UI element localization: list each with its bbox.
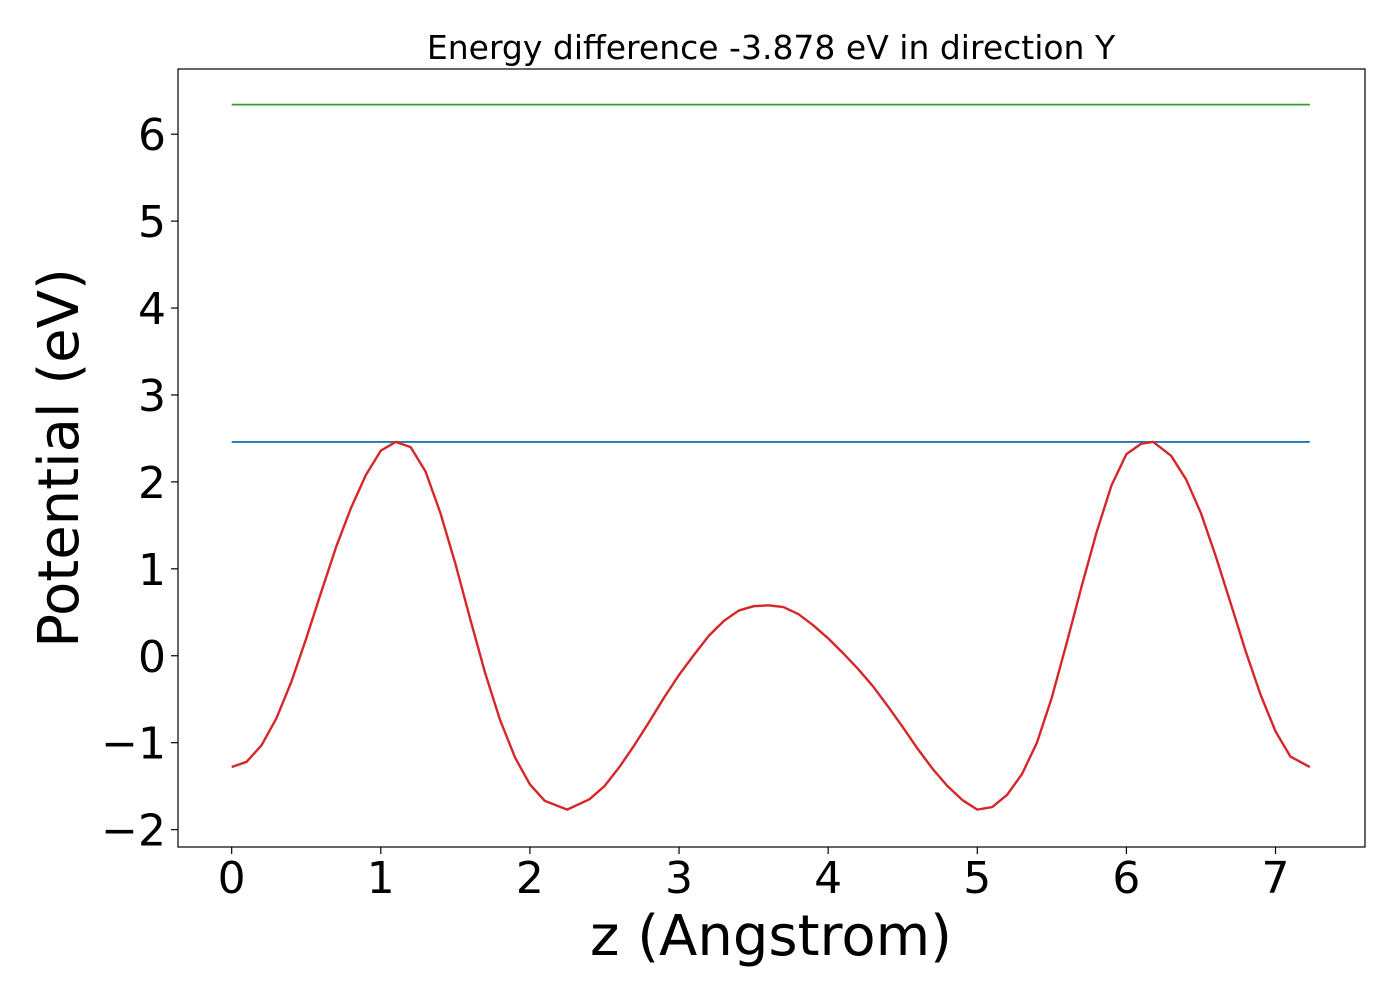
x-tick-label: 0 <box>218 853 246 904</box>
x-tick-label: 1 <box>367 853 395 904</box>
chart-title: Energy difference -3.878 eV in direction… <box>427 28 1116 67</box>
plot-frame <box>177 68 1366 848</box>
x-tick-label: 7 <box>1262 853 1290 904</box>
y-tick-label: −1 <box>101 719 166 770</box>
y-tick-label: 3 <box>138 371 166 422</box>
y-tick-label: 1 <box>138 545 166 596</box>
x-axis: 0 1 2 3 4 5 6 7 <box>218 847 1290 904</box>
y-tick-label: 2 <box>138 458 166 509</box>
series-line-2 <box>231 440 1311 811</box>
y-axis-label: Potential (eV) <box>27 268 92 648</box>
x-axis-label: z (Angstrom) <box>590 904 952 969</box>
x-tick-label: 3 <box>665 853 693 904</box>
x-tick-label: 6 <box>1112 853 1140 904</box>
y-tick-label: 0 <box>138 632 166 683</box>
series-layer <box>231 103 1311 811</box>
y-tick-label: 6 <box>138 110 166 161</box>
x-tick-label: 2 <box>516 853 544 904</box>
y-tick-label: 5 <box>138 197 166 248</box>
y-axis: −2 −1 0 1 2 3 4 5 6 <box>101 110 178 857</box>
x-tick-label: 4 <box>814 853 842 904</box>
y-tick-label: −2 <box>101 806 166 857</box>
y-tick-label: 4 <box>138 284 166 335</box>
x-tick-label: 5 <box>963 853 991 904</box>
